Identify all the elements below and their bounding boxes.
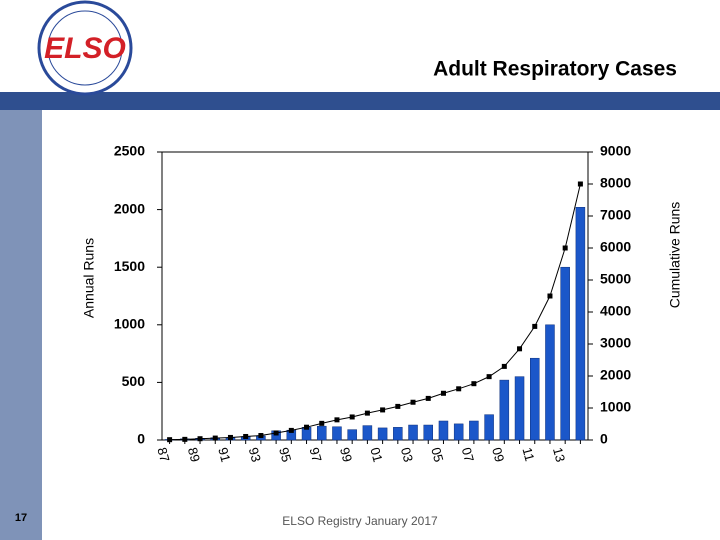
line-marker [364,410,370,416]
y2-tick-label: 7000 [600,207,631,223]
y2-axis-label: Cumulative Runs [667,202,683,309]
line-marker [456,386,462,392]
y2-tick-label: 6000 [600,239,631,255]
x-tick-label: 07 [459,446,477,464]
line-marker [532,323,538,329]
line-marker [486,374,492,380]
line-marker [440,390,446,396]
line [169,183,581,441]
bar [484,414,494,441]
line-marker [517,346,523,352]
bar [560,266,570,441]
x-tick-label: 95 [276,446,294,464]
bar [514,376,525,441]
line-marker [258,433,264,439]
x-tick-label: 09 [489,446,507,464]
x-tick-label: 87 [154,446,172,464]
y2-tick-label: 3000 [600,335,631,351]
y-tick-label: 2000 [114,200,145,216]
bar [530,357,540,441]
bar [469,420,479,441]
x-tick-label: 03 [398,446,416,464]
x-tick-label: 01 [367,446,385,464]
bar [347,429,357,441]
line-marker [334,417,340,423]
line-marker [471,381,477,387]
line-marker [273,430,279,436]
x-tick-label: 91 [215,446,233,464]
x-tick-label: 97 [307,446,325,464]
bar [393,427,403,441]
x-tick-label: 93 [246,446,264,464]
slide-title: Adult Respiratory Cases [433,58,677,81]
bar [317,425,327,441]
line-marker [410,399,416,405]
plot-frame [161,151,589,441]
x-tick-label: 89 [185,446,203,464]
bar [575,207,586,441]
logo: ELSO [37,0,133,96]
bar [423,424,433,441]
y2-tick-label: 8000 [600,175,631,191]
bar [362,425,373,441]
header-band [0,92,720,110]
footer: ELSO Registry January 2017 [282,514,438,528]
y-tick-label: 2500 [114,143,145,159]
line-marker [212,435,218,441]
y2-tick-label: 9000 [600,143,631,159]
bar [438,420,449,441]
line-marker [197,436,203,442]
line-marker [501,363,507,369]
line-marker [167,437,173,443]
y-tick-label: 500 [122,373,146,389]
bar [499,379,510,441]
y2-tick-label: 2000 [600,367,631,383]
y2-tick-label: 4000 [600,303,631,319]
x-tick-label: 13 [550,446,568,464]
y2-tick-label: 1000 [600,399,631,415]
line-marker [425,395,431,401]
line-marker [547,293,553,299]
bar [408,424,418,441]
line-marker [182,436,188,442]
bar [377,427,388,441]
line-marker [349,414,355,420]
line-marker [304,424,310,430]
line-marker [562,245,568,251]
logo-text: ELSO [44,32,126,65]
x-tick-label: 05 [428,446,446,464]
y-tick-label: 1500 [114,258,145,274]
page-number: 17 [15,512,27,524]
y2-tick-label: 5000 [600,271,631,287]
bar [332,426,342,441]
y-tick-label: 0 [137,431,145,447]
line-marker [243,433,249,439]
y2-tick-label: 0 [600,431,608,447]
line-marker [227,434,233,440]
x-tick-label: 11 [520,446,538,463]
x-tick-label: 99 [337,446,355,464]
line-marker [319,420,325,426]
side-band [0,110,42,540]
line-marker [288,427,294,433]
line-marker [380,407,386,413]
y-tick-label: 1000 [114,316,145,332]
bar [545,324,555,441]
y-axis-label: Annual Runs [81,238,97,318]
line-marker [395,403,401,409]
bar [453,423,464,441]
line-marker [577,181,583,187]
